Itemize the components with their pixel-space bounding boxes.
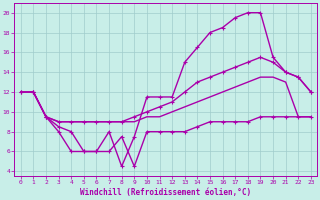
- X-axis label: Windchill (Refroidissement éolien,°C): Windchill (Refroidissement éolien,°C): [80, 188, 252, 197]
